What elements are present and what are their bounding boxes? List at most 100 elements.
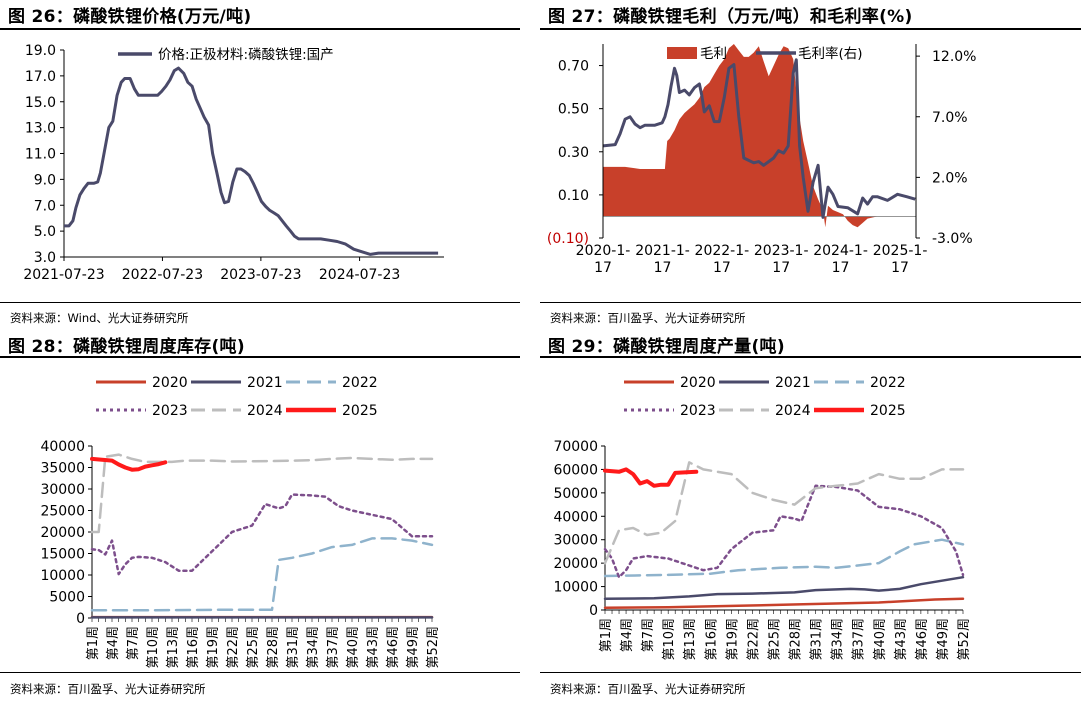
legend-label: 2025 [342, 403, 378, 419]
x-tick-label: 第43周 [894, 618, 909, 661]
legend-label: 2023 [152, 403, 188, 419]
source-rule [0, 302, 520, 303]
x-tick-label: 第40周 [873, 618, 888, 661]
x-tick-label: 第4周 [620, 618, 635, 652]
y-right-tick-label: 12.0% [932, 49, 976, 65]
y-tick-label: 19.0 [25, 43, 56, 59]
source-note: 资料来源：百川盈孚、光大证券研究所 [10, 682, 206, 696]
title-rule [0, 356, 520, 358]
x-tick-label: 第34周 [306, 626, 321, 669]
x-tick-label: 2023-07-23 [220, 267, 301, 283]
x-tick-label: 第7周 [126, 626, 141, 660]
y-tick-label: 40000 [40, 439, 85, 455]
series-line-2023 [90, 493, 434, 576]
legend-label: 2024 [247, 403, 283, 419]
legend-label: 价格:正极材料:磷酸铁锂:国产 [158, 47, 334, 63]
x-tick-label: 17 [772, 260, 790, 276]
series-line-2020 [603, 597, 965, 609]
x-tick-label: 17 [832, 260, 850, 276]
y-tick-label: 25000 [40, 504, 85, 520]
chart-panel-4: 图 29：磷酸铁锂周度产量(吨) 0 10000 20000 30000 40000 50… [540, 330, 1081, 701]
chart-plot: 0 5000 10000 15000 20000 25000 30000 35000 40000… [40, 375, 441, 669]
x-tick-label: 第34周 [831, 618, 846, 661]
legend-label: 2022 [342, 375, 378, 391]
series-area-gross-profit [603, 44, 913, 228]
chart-panel-1: 图 26：磷酸铁锂价格(万元/吨) 3.0 5.0 7.0 9.0 11.0 13.0 15… [0, 0, 520, 340]
y-tick-label: 3.0 [34, 250, 56, 266]
chart-plot: 010000200003000040000500006000070000第1周第… [553, 375, 972, 661]
legend-label: 2020 [680, 375, 716, 391]
y-tick-label: 70000 [553, 439, 598, 455]
x-tick-label: 第49周 [936, 618, 951, 661]
x-tick-label: 第31周 [810, 618, 825, 661]
series-line-2023 [603, 484, 965, 579]
chart-panel-2: 图 27：磷酸铁锂毛利（万元/吨）和毛利率(%) (0.10) 0.10 0.30 0… [540, 0, 1081, 340]
x-tick-label: 第16周 [186, 626, 201, 669]
y-right-tick-label: 2.0% [932, 170, 968, 186]
x-tick-label: 第37周 [326, 626, 341, 669]
x-tick-label: 第28周 [266, 626, 281, 669]
chart-title: 图 27：磷酸铁锂毛利（万元/吨）和毛利率(%) [548, 7, 913, 27]
series-line-2025 [603, 467, 699, 488]
series-line-price [64, 66, 439, 256]
series-line-2021 [603, 575, 965, 601]
y-tick-label: 13.0 [25, 121, 56, 137]
x-tick-label: 17 [594, 260, 612, 276]
x-tick-label: 2021-1- [635, 243, 690, 259]
x-tick-label: 2024-1- [813, 243, 868, 259]
y-tick-label: 15.0 [25, 95, 56, 111]
series-line-margin [602, 58, 916, 219]
source-rule [0, 672, 520, 673]
x-tick-label: 第13周 [683, 618, 698, 661]
legend-label: 2025 [870, 403, 906, 419]
x-tick-label: 第46周 [915, 618, 930, 661]
legend-label: 2022 [870, 375, 906, 391]
x-tick-label: 第22周 [226, 626, 241, 669]
series-line-2024 [603, 461, 965, 565]
x-tick-label: 第37周 [852, 618, 867, 661]
x-tick-label: 2020-1- [576, 243, 631, 259]
y-left-tick-label: 0.30 [558, 145, 589, 161]
x-tick-label: 第13周 [166, 626, 181, 669]
x-tick-label: 2025-1- [873, 243, 928, 259]
series-line-2025 [90, 456, 168, 472]
x-tick-label: 第43周 [366, 626, 381, 669]
chart-plot: (0.10) 0.10 0.30 0.50 0.70 -3.0% 2.0% 7.0% 12.0%… [547, 44, 976, 276]
x-tick-label: 第52周 [957, 618, 972, 661]
source-note: 资料来源：百川盈孚、光大证券研究所 [550, 311, 746, 325]
y-right-tick-label: -3.0% [932, 231, 973, 247]
legend-label: 2024 [775, 403, 811, 419]
legend-label: 2021 [247, 375, 283, 391]
x-tick-label: 17 [654, 260, 672, 276]
y-tick-label: 7.0 [34, 198, 56, 214]
y-left-tick-label: 0.70 [558, 59, 589, 75]
x-tick-label: 第25周 [767, 618, 782, 661]
x-tick-label: 第28周 [789, 618, 804, 661]
x-tick-label: 第40周 [346, 626, 361, 669]
y-tick-label: 60000 [553, 462, 598, 478]
chart-plot: 3.0 5.0 7.0 9.0 11.0 13.0 15.0 17.0 19.0 2021-07-… [23, 43, 444, 283]
legend-label: 毛利 [700, 46, 727, 62]
x-tick-label: 第1周 [599, 618, 614, 652]
y-tick-label: 15000 [40, 547, 85, 563]
x-tick-label: 第4周 [106, 626, 121, 660]
title-rule [0, 28, 520, 30]
legend-label: 2023 [680, 403, 716, 419]
x-tick-label: 第10周 [662, 618, 677, 661]
x-tick-label: 2024-07-23 [319, 267, 400, 283]
x-tick-label: 17 [713, 260, 731, 276]
chart-title: 图 26：磷酸铁锂价格(万元/吨) [8, 7, 252, 27]
y-tick-label: 10000 [40, 568, 85, 584]
y-tick-label: 17.0 [25, 69, 56, 85]
chart-panel-3: 图 28：磷酸铁锂周度库存(吨) 0 5000 10000 15000 20000 250… [0, 330, 520, 701]
y-tick-label: 20000 [40, 525, 85, 541]
y-left-tick-label: 0.10 [558, 188, 589, 204]
y-tick-label: 9.0 [34, 172, 56, 188]
series-line-2022 [603, 538, 965, 578]
legend-label: 2020 [152, 375, 188, 391]
x-tick-label: 第25周 [246, 626, 261, 669]
x-tick-label: 第19周 [206, 626, 221, 669]
source-rule [540, 302, 1081, 303]
y-tick-label: 0 [589, 603, 598, 619]
x-tick-label: 2022-07-23 [122, 267, 203, 283]
